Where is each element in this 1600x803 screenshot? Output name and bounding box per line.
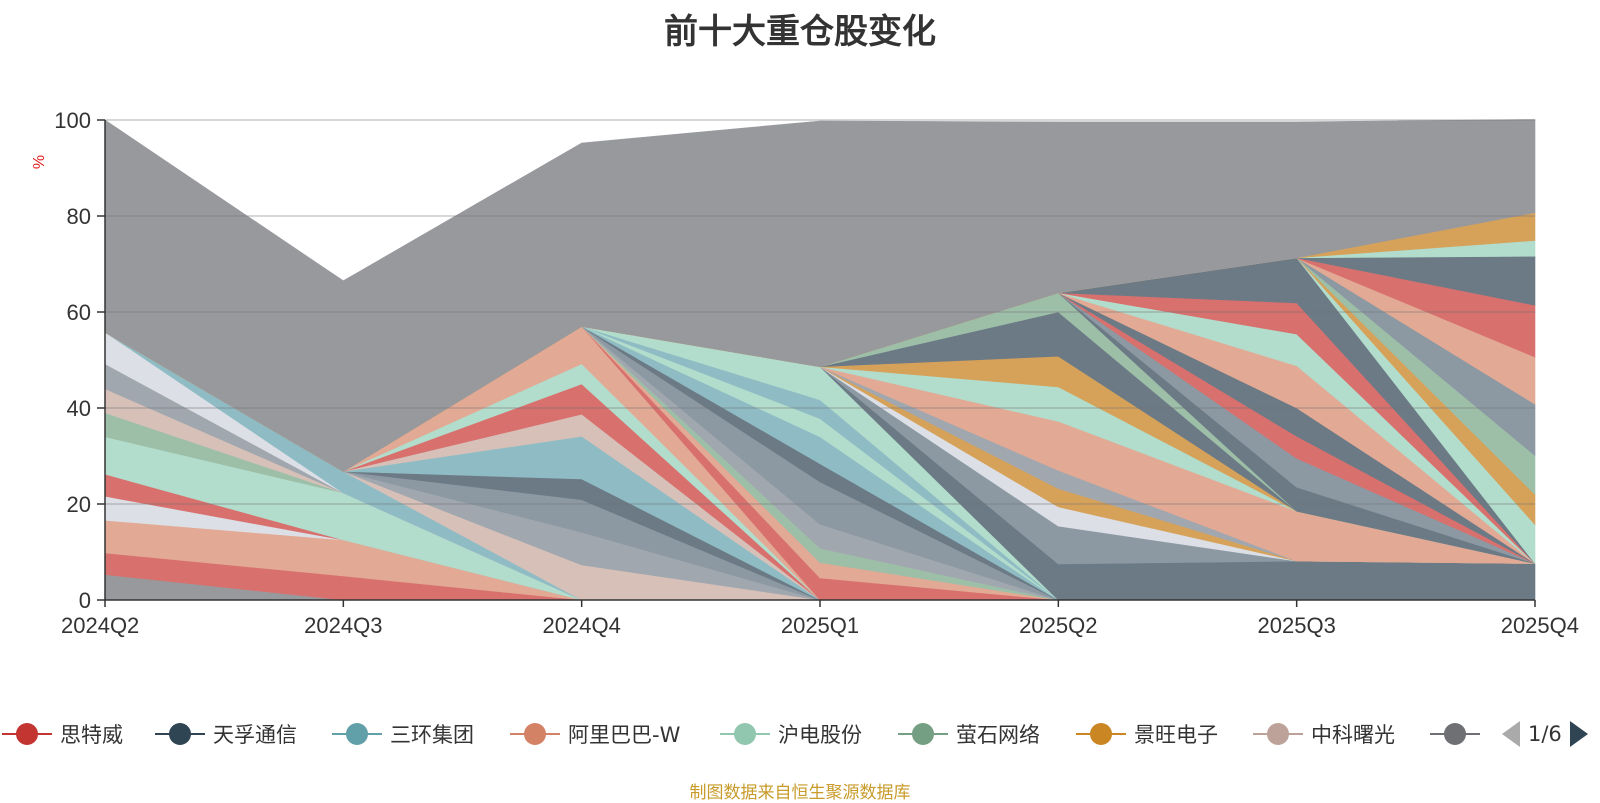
pager-text: 1/6 bbox=[1528, 722, 1562, 746]
legend-pager: 1/6 bbox=[1500, 716, 1590, 752]
legend-item[interactable] bbox=[1430, 716, 1480, 752]
legend-label: 沪电股份 bbox=[778, 723, 862, 747]
pager-prev-icon[interactable] bbox=[1500, 719, 1522, 749]
x-tick-label-0: 2024Q2 bbox=[61, 613, 139, 638]
legend-marker-icon bbox=[510, 723, 560, 745]
x-tick-label-3: 2025Q1 bbox=[781, 613, 859, 638]
legend-marker-icon bbox=[332, 723, 382, 745]
legend-item[interactable]: 沪电股份 bbox=[720, 716, 862, 752]
legend-item[interactable]: 三环集团 bbox=[332, 716, 474, 752]
legend-label: 景旺电子 bbox=[1134, 723, 1218, 747]
chart-title: 前十大重仓股变化 bbox=[664, 12, 936, 52]
legend-marker-icon bbox=[898, 723, 948, 745]
legend-item[interactable]: 景旺电子 bbox=[1076, 716, 1218, 752]
legend-item[interactable]: 天孚通信 bbox=[155, 716, 297, 752]
y-tick-label-80: 80 bbox=[67, 204, 91, 229]
legend: 思特威 天孚通信 三环集团 阿里巴巴-W 沪电股份 萤石网络 景旺电子 中科曙光 bbox=[0, 716, 1600, 752]
source-note: 制图数据来自恒生聚源数据库 bbox=[689, 783, 911, 803]
legend-marker-icon bbox=[720, 723, 770, 745]
legend-item[interactable]: 中科曙光 bbox=[1253, 716, 1395, 752]
legend-label: 三环集团 bbox=[390, 723, 474, 747]
legend-label: 思特威 bbox=[60, 723, 123, 747]
legend-item[interactable]: 思特威 bbox=[2, 716, 123, 752]
legend-marker-icon bbox=[155, 723, 205, 745]
y-axis-label: % bbox=[31, 155, 48, 169]
legend-item[interactable]: 阿里巴巴-W bbox=[510, 716, 680, 752]
legend-label: 天孚通信 bbox=[213, 723, 297, 747]
legend-item[interactable]: 萤石网络 bbox=[898, 716, 1040, 752]
legend-marker-icon bbox=[1076, 723, 1126, 745]
y-tick-label-20: 20 bbox=[67, 492, 91, 517]
axes: 0 20 40 60 80 100 2024Q2 2024Q3 2024Q4 2025Q1 2025… bbox=[54, 108, 1579, 638]
y-tick-label-40: 40 bbox=[67, 396, 91, 421]
legend-marker-icon bbox=[1253, 723, 1303, 745]
x-tick-label-6: 2025Q4 bbox=[1501, 613, 1579, 638]
legend-label: 中科曙光 bbox=[1311, 723, 1395, 747]
y-tick-label-60: 60 bbox=[67, 300, 91, 325]
area-layers bbox=[104, 119, 1536, 601]
pager-next-icon[interactable] bbox=[1568, 719, 1590, 749]
x-tick-label-2: 2024Q4 bbox=[543, 613, 621, 638]
legend-label: 萤石网络 bbox=[956, 723, 1040, 747]
legend-marker-icon bbox=[1430, 723, 1480, 745]
x-tick-label-5: 2025Q3 bbox=[1258, 613, 1336, 638]
legend-label: 阿里巴巴-W bbox=[568, 723, 681, 747]
y-tick-label-0: 0 bbox=[79, 588, 91, 613]
x-tick-label-1: 2024Q3 bbox=[304, 613, 382, 638]
area-series-57 bbox=[104, 119, 1536, 472]
y-tick-label-100: 100 bbox=[54, 108, 91, 133]
x-tick-label-4: 2025Q2 bbox=[1019, 613, 1097, 638]
legend-marker-icon bbox=[2, 723, 52, 745]
